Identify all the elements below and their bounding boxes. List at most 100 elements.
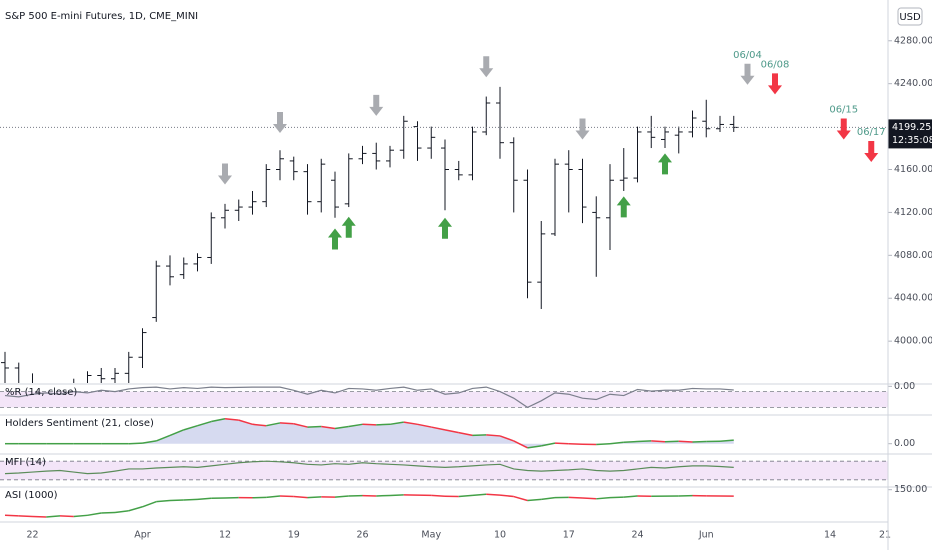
- y-tick-label: 4160.00: [894, 164, 932, 175]
- signal-arrow: [836, 118, 851, 140]
- area-fill: [5, 418, 734, 448]
- signal-arrow: [768, 73, 782, 95]
- signal-arrow: [864, 140, 879, 162]
- price-pane: [0, 86, 888, 383]
- indicator-segment: [389, 421, 404, 426]
- y-tick-label: 4000.00: [894, 336, 932, 347]
- signal-label: 06/08: [761, 59, 790, 70]
- indicator-panes: %R (14, close) Holders Sentiment (21, clo…: [0, 383, 932, 518]
- pane-name: %R (14, close): [5, 387, 77, 398]
- indicator-segment: [499, 494, 514, 498]
- indicator-segment: [486, 493, 501, 496]
- indicator-segment: [224, 418, 239, 421]
- countdown-label: 12:35:08: [892, 135, 932, 146]
- x-tick-label: 12: [219, 530, 231, 541]
- indicator-segment: [46, 515, 61, 518]
- currency-label[interactable]: USD: [899, 12, 921, 23]
- indicator-segment: [403, 421, 418, 426]
- indicator-segment: [197, 497, 212, 501]
- indicator-segment: [279, 495, 294, 498]
- indicator-segment: [513, 495, 528, 502]
- indicator-segment: [293, 423, 308, 428]
- indicator-segment: [541, 496, 556, 501]
- indicator-segment: [458, 494, 473, 498]
- indicator-segment: [458, 431, 473, 437]
- indicator-segment: [128, 442, 143, 445]
- indicator-segment: [266, 422, 281, 427]
- indicator-segment: [527, 498, 542, 502]
- indicator-segment: [678, 440, 693, 443]
- indicator-segment: [431, 426, 446, 431]
- signal-arrow: [740, 63, 755, 85]
- indicator-segment: [513, 440, 528, 449]
- indicator-segment: [307, 425, 322, 428]
- indicator-segment: [183, 424, 198, 431]
- indicator-segment: [444, 429, 459, 434]
- indicator-segment: [472, 493, 487, 497]
- band-fill: [0, 391, 888, 408]
- y-tick-label: 0.00: [894, 438, 915, 449]
- indicator-segment: [114, 510, 129, 514]
- indicator-segment: [169, 499, 184, 502]
- indicator-segment: [156, 499, 171, 503]
- indicator-segment: [568, 496, 583, 499]
- indicator-segment: [197, 420, 212, 427]
- band-fill: [0, 461, 888, 480]
- indicator-segment: [609, 496, 624, 499]
- indicator-segment: [596, 496, 611, 500]
- indicator-segment: [334, 425, 349, 430]
- indicator-segment: [609, 441, 624, 445]
- indicator-segment: [32, 515, 47, 518]
- signal-arrow: [479, 56, 494, 78]
- y-tick-label: 4040.00: [894, 293, 932, 304]
- indicator-segment: [486, 434, 501, 437]
- last-price-label: 4199.25: [892, 122, 931, 133]
- x-tick-label: May: [421, 530, 441, 541]
- indicator-segment: [719, 439, 734, 442]
- indicator-segment: [664, 440, 679, 443]
- signal-arrow: [218, 163, 232, 185]
- x-tick-label: Jun: [698, 530, 714, 541]
- signal-arrow: [658, 153, 672, 175]
- indicator-line: [4, 460, 734, 475]
- pane-name: MFI (14): [5, 457, 46, 468]
- indicator-segment: [59, 515, 74, 518]
- x-tick-label: 14: [824, 530, 836, 541]
- signal-label: 06/15: [829, 104, 858, 115]
- indicator-segment: [472, 434, 487, 437]
- indicator-segment: [142, 500, 157, 508]
- y-tick-label: 4120.00: [894, 207, 932, 218]
- signal-arrow: [328, 228, 342, 250]
- indicator-segment: [266, 495, 281, 499]
- currency-button[interactable]: [897, 7, 923, 26]
- indicator-segment: [376, 423, 391, 426]
- signal-arrow: [341, 216, 356, 238]
- signal-arrow: [616, 196, 631, 218]
- signal-arrow: [575, 118, 590, 140]
- chart-title: S&P 500 E-mini Futures, 1D, CME_MINI: [5, 11, 198, 22]
- x-tick-label: 17: [563, 530, 575, 541]
- indicator-segment: [252, 423, 267, 427]
- indicator-segment: [499, 435, 515, 442]
- pane-name: Holders Sentiment (21, close): [5, 418, 154, 429]
- signal-arrow: [438, 217, 452, 239]
- indicator-segment: [637, 440, 652, 443]
- x-tick-label: 21: [879, 530, 891, 541]
- indicator-segment: [169, 429, 185, 437]
- indicator-segment: [541, 442, 556, 447]
- indicator-segment: [389, 494, 404, 497]
- indicator-segment: [87, 512, 102, 517]
- indicator-segment: [307, 496, 322, 499]
- indicator-segment: [417, 423, 432, 428]
- indicator-segment: [431, 494, 446, 497]
- indicator-segment: [293, 495, 308, 499]
- indicator-segment: [348, 423, 363, 428]
- signal-label: 06/04: [733, 50, 762, 61]
- indicator-segment: [4, 514, 19, 517]
- x-tick-label: 24: [631, 530, 643, 541]
- indicator-segment: [128, 506, 143, 512]
- indicator-segment: [101, 511, 116, 514]
- indicator-segment: [238, 419, 253, 426]
- indicator-line: [4, 386, 734, 409]
